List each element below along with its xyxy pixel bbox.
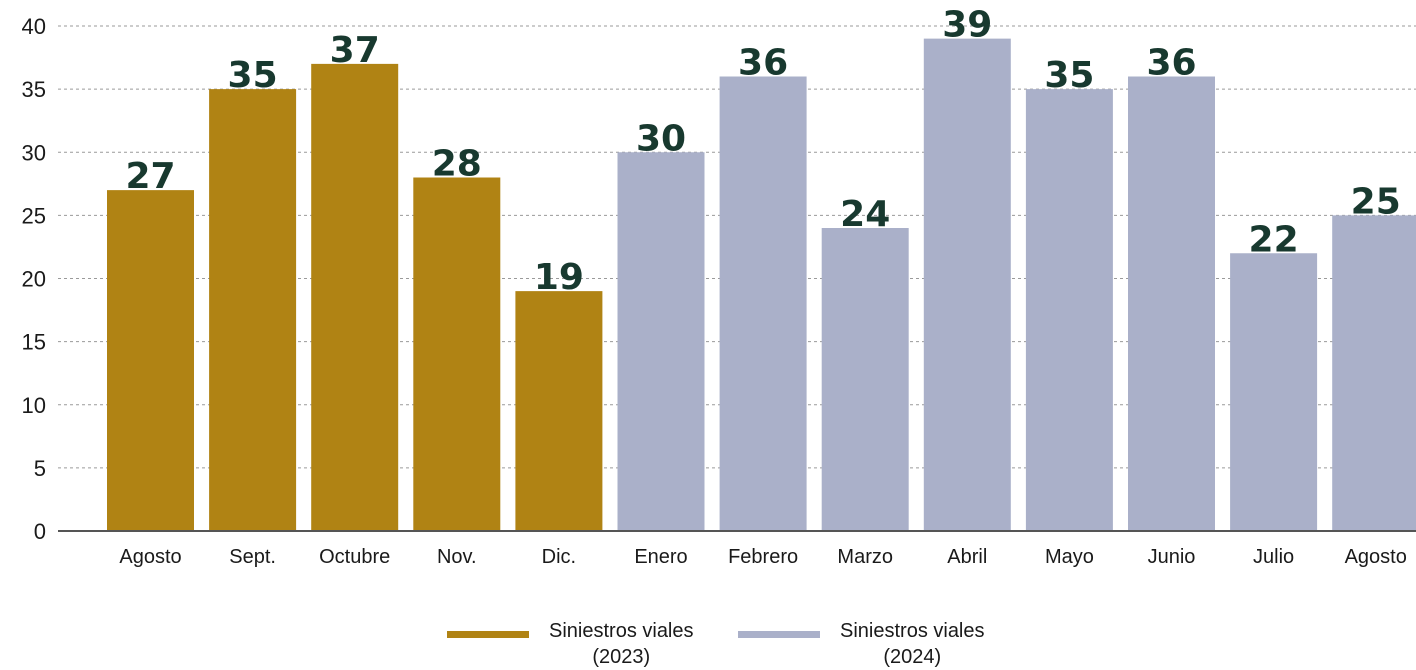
data-label: 28 [432,144,482,185]
y-tick-label: 30 [22,140,46,165]
data-label: 27 [125,156,175,197]
y-tick-label: 5 [34,456,46,481]
y-tick-label: 25 [22,203,46,228]
bar [413,177,501,531]
bar [821,228,909,531]
legend-item-2023: Siniestros viales (2023) [447,618,694,670]
category-label: Octubre [319,546,390,568]
legend-label-2024: Siniestros viales (2024) [840,620,985,668]
bar [617,152,705,531]
category-label: Enero [634,546,687,568]
bar [1230,253,1318,531]
legend-label-2023: Siniestros viales (2023) [549,620,694,668]
x-axis-categories: Agosto Sept. Octubre Nov. Dic. Enero Febrero Ma… [119,546,1406,568]
data-label: 36 [738,43,788,84]
category-label: Dic. [542,546,576,568]
legend: Siniestros viales (2023) Siniestros vial… [0,618,1416,670]
data-label: 22 [1249,219,1299,260]
category-label: Abril [947,546,987,568]
y-tick-label: 35 [22,77,46,102]
legend-swatch-2024 [738,631,820,638]
data-label: 37 [330,30,380,71]
y-axis-ticks: 0 5 10 15 20 25 30 35 40 [22,14,46,544]
legend-item-2024: Siniestros viales (2024) [738,618,985,670]
data-label: 30 [636,118,686,159]
bar [311,63,399,531]
category-label: Febrero [728,546,798,568]
category-label: Nov. [437,546,477,568]
data-label: 25 [1351,181,1401,222]
legend-swatch-2023 [447,631,529,638]
y-tick-label: 0 [34,519,46,544]
bar [1128,76,1215,531]
category-label: Marzo [837,546,893,568]
y-tick-label: 15 [22,330,46,355]
y-tick-label: 20 [22,267,46,292]
bar [1025,89,1113,531]
bar [1332,215,1416,531]
category-label: Sept. [229,546,276,568]
bar [209,89,297,531]
bar [107,190,194,531]
category-label: Julio [1253,546,1294,568]
data-label: 19 [534,257,584,298]
bars [107,38,1416,531]
bar [515,291,603,531]
data-label: 35 [228,55,278,96]
data-labels: 27 35 37 28 19 30 36 24 39 35 36 22 25 [125,5,1400,299]
data-label: 36 [1146,43,1196,84]
category-label: Agosto [119,546,181,568]
data-label: 24 [840,194,890,235]
data-label: 39 [942,5,992,46]
data-label: 35 [1044,55,1094,96]
category-label: Junio [1148,546,1196,568]
y-tick-label: 10 [22,393,46,418]
y-tick-label: 40 [22,14,46,39]
category-label: Mayo [1045,546,1094,568]
bar [719,76,807,531]
category-label: Agosto [1345,546,1407,568]
bar [923,38,1011,531]
